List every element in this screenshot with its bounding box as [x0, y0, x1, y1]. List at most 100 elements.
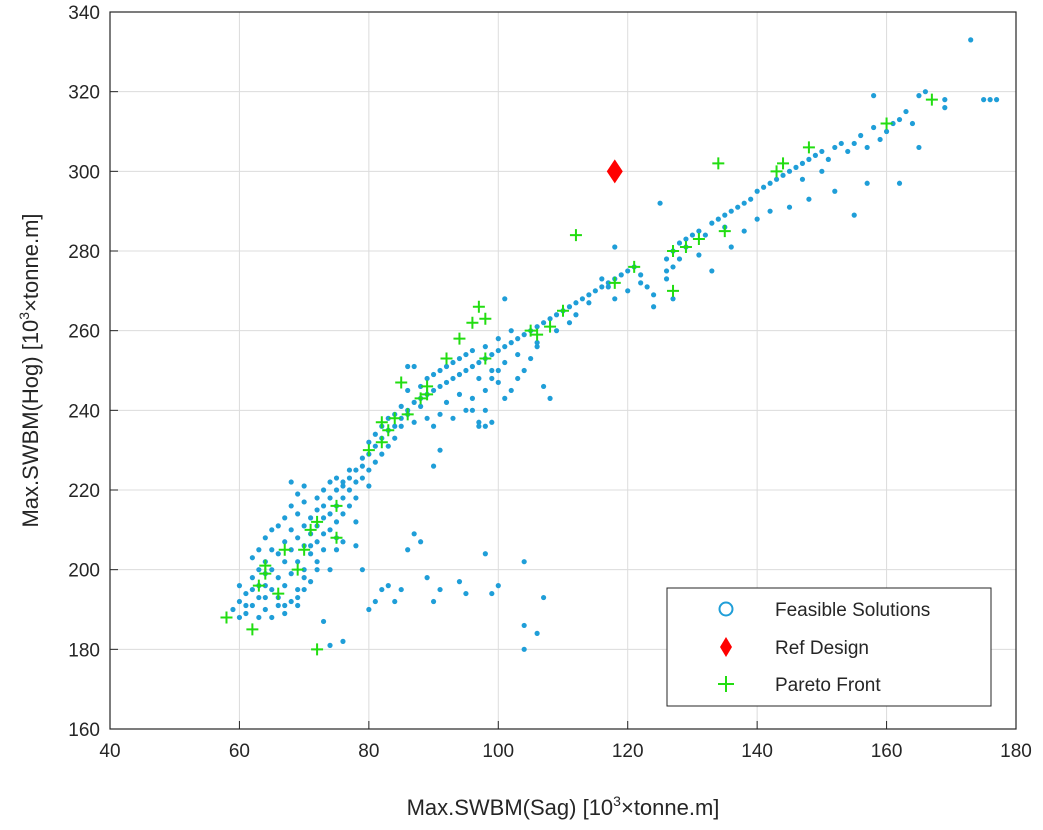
feasible-point [864, 180, 870, 186]
feasible-point [288, 479, 294, 485]
pareto-point [311, 515, 324, 528]
pareto-point [466, 316, 479, 329]
feasible-point [482, 407, 488, 413]
pareto-point [272, 587, 285, 600]
feasible-point [282, 539, 288, 545]
feasible-point [515, 375, 521, 382]
feasible-point [256, 567, 262, 573]
feasible-point [566, 304, 573, 310]
feasible-point [851, 140, 857, 147]
feasible-point [689, 232, 696, 238]
feasible-point [450, 359, 456, 366]
feasible-point [663, 268, 670, 274]
feasible-point [456, 391, 463, 397]
feasible-point [308, 551, 314, 557]
feasible-point [521, 559, 527, 565]
feasible-point [670, 296, 676, 302]
feasible-point [243, 602, 249, 609]
pareto-point [472, 300, 485, 313]
pareto-point [479, 312, 492, 325]
feasible-point [269, 567, 275, 573]
feasible-point [463, 407, 469, 413]
y-tick-label: 280 [68, 242, 100, 263]
feasible-point [256, 594, 262, 601]
feasible-point [968, 37, 974, 43]
feasible-point [838, 140, 844, 147]
ref-design-point [606, 159, 623, 184]
feasible-point [392, 598, 398, 605]
feasible-point [670, 264, 676, 270]
feasible-point [288, 503, 294, 509]
pareto-front-series [220, 93, 938, 656]
feasible-point [366, 467, 372, 473]
feasible-point [443, 399, 450, 405]
x-tick-label: 140 [741, 741, 773, 762]
feasible-point [269, 547, 275, 553]
x-tick-label: 100 [482, 741, 514, 762]
feasible-point [327, 642, 333, 648]
feasible-point [320, 515, 327, 521]
y-tick-label: 320 [68, 83, 100, 104]
feasible-point [327, 567, 333, 573]
feasible-point [288, 598, 294, 605]
feasible-point [651, 292, 657, 298]
pareto-point [330, 531, 343, 544]
feasible-point [825, 156, 831, 162]
feasible-point [625, 288, 631, 294]
feasible-point [269, 586, 275, 593]
feasible-point [430, 598, 437, 605]
feasible-point [573, 300, 579, 306]
pareto-point [421, 388, 434, 401]
feasible-point [476, 359, 482, 366]
feasible-point [916, 144, 922, 151]
feasible-point [508, 340, 514, 346]
feasible-point [786, 204, 793, 210]
feasible-point [418, 403, 424, 409]
feasible-point [463, 590, 469, 597]
feasible-point [301, 567, 307, 573]
feasible-point [573, 312, 579, 318]
feasible-point [295, 511, 301, 517]
feasible-point [411, 363, 417, 370]
feasible-point [819, 148, 825, 155]
pareto-point [692, 233, 705, 246]
pareto-point [414, 392, 427, 405]
feasible-point [430, 387, 437, 394]
pareto-point [544, 320, 557, 333]
feasible-point [482, 551, 488, 557]
feasible-point [353, 495, 359, 501]
feasible-point [456, 355, 463, 362]
feasible-point [463, 351, 469, 358]
feasible-point [644, 284, 650, 290]
feasible-point [890, 120, 896, 127]
feasible-point [786, 168, 793, 174]
pareto-point [524, 324, 537, 337]
feasible-point [495, 583, 501, 589]
pareto-point [291, 563, 304, 576]
feasible-point [295, 559, 301, 565]
feasible-point [308, 579, 314, 585]
feasible-point [295, 586, 301, 593]
feasible-point [832, 144, 838, 151]
feasible-point [981, 97, 987, 103]
feasible-point [437, 447, 443, 453]
feasible-solutions-series [230, 37, 1000, 652]
feasible-point [942, 97, 948, 103]
feasible-point [262, 583, 268, 589]
feasible-point [663, 256, 670, 262]
pareto-point [382, 424, 395, 437]
feasible-point [320, 503, 327, 509]
feasible-point [495, 367, 501, 374]
feasible-point [430, 371, 437, 378]
feasible-point [346, 475, 353, 481]
feasible-point [372, 443, 378, 449]
y-tick-label: 180 [68, 640, 100, 661]
feasible-point [243, 610, 249, 617]
feasible-point [871, 93, 877, 99]
feasible-point [547, 395, 553, 401]
feasible-point [806, 156, 812, 162]
feasible-point [366, 483, 372, 489]
feasible-point [398, 403, 404, 409]
feasible-point [249, 555, 255, 561]
feasible-point [275, 551, 281, 557]
